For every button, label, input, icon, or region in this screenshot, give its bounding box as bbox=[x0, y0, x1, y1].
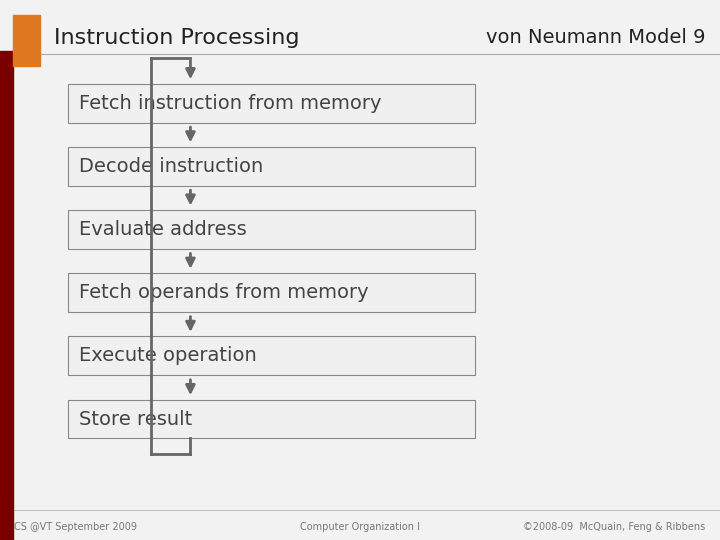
Text: Computer Organization I: Computer Organization I bbox=[300, 522, 420, 531]
Text: ©2008-09  McQuain, Feng & Ribbens: ©2008-09 McQuain, Feng & Ribbens bbox=[523, 522, 706, 531]
Bar bbox=[0, 51, 13, 540]
Bar bbox=[68, 336, 475, 375]
Text: Fetch instruction from memory: Fetch instruction from memory bbox=[79, 93, 382, 113]
Bar bbox=[13, 15, 40, 66]
Text: Fetch operands from memory: Fetch operands from memory bbox=[79, 283, 369, 302]
Text: von Neumann Model 9: von Neumann Model 9 bbox=[486, 28, 706, 48]
Text: Instruction Processing: Instruction Processing bbox=[54, 28, 300, 48]
Bar bbox=[68, 84, 475, 123]
Text: Evaluate address: Evaluate address bbox=[79, 220, 247, 239]
Text: CS @VT September 2009: CS @VT September 2009 bbox=[14, 522, 138, 531]
Text: Store result: Store result bbox=[79, 409, 192, 429]
Text: Execute operation: Execute operation bbox=[79, 346, 257, 366]
Bar bbox=[68, 273, 475, 312]
Bar bbox=[68, 210, 475, 249]
Bar bbox=[68, 147, 475, 186]
Bar bbox=[68, 400, 475, 438]
Text: Decode instruction: Decode instruction bbox=[79, 157, 264, 176]
